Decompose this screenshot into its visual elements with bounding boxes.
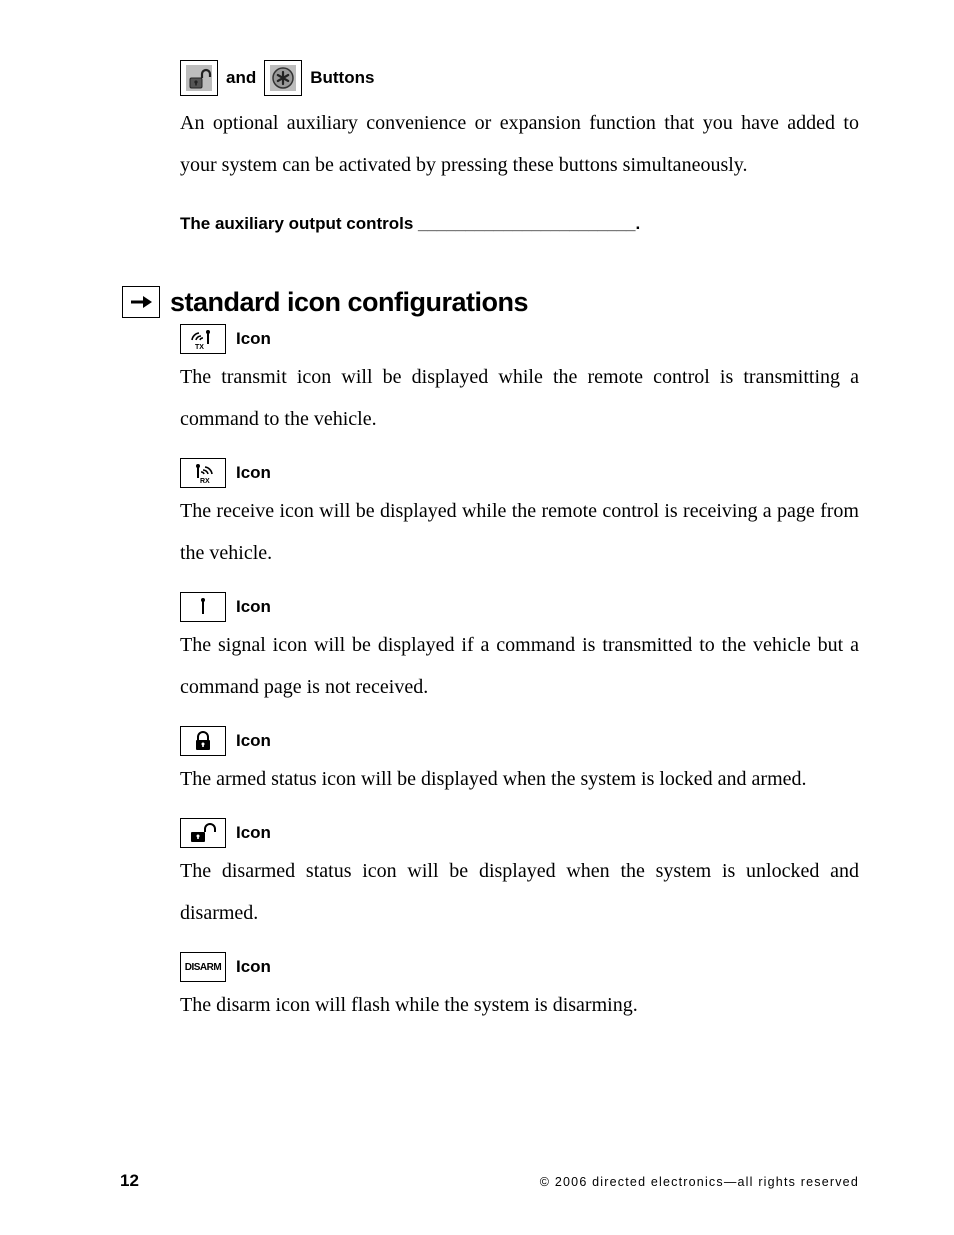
- icon-label: Icon: [236, 957, 271, 977]
- icon-label: Icon: [236, 463, 271, 483]
- disarm-text-label: DISARM: [185, 962, 221, 973]
- transmit-icon: TX: [180, 324, 226, 354]
- svg-text:RX: RX: [200, 478, 210, 485]
- copyright-text: © 2006 directed electronics—all rights r…: [540, 1175, 859, 1189]
- icon-row-disarm: DISARM Icon: [180, 952, 859, 982]
- buttons-label: Buttons: [310, 68, 374, 88]
- icon-row-signal: Icon: [180, 592, 859, 622]
- icon-label: Icon: [236, 329, 271, 349]
- armed-lock-icon: [180, 726, 226, 756]
- icon-label: Icon: [236, 823, 271, 843]
- buttons-header-row: and Buttons: [180, 60, 859, 96]
- receive-icon: RX: [180, 458, 226, 488]
- disarm-text-icon: DISARM: [180, 952, 226, 982]
- buttons-paragraph: An optional auxiliary convenience or exp…: [180, 102, 859, 186]
- disarm-paragraph: The disarm icon will flash while the sys…: [180, 984, 859, 1026]
- signal-paragraph: The signal icon will be displayed if a c…: [180, 624, 859, 708]
- icon-label: Icon: [236, 731, 271, 751]
- disarmed-paragraph: The disarmed status icon will be display…: [180, 850, 859, 934]
- icon-label: Icon: [236, 597, 271, 617]
- armed-paragraph: The armed status icon will be displayed …: [180, 758, 859, 800]
- disarmed-unlock-icon: [180, 818, 226, 848]
- aux-output-line: The auxiliary output controls __________…: [180, 214, 859, 234]
- page-footer: 12 © 2006 directed electronics—all right…: [120, 1171, 859, 1191]
- page-number: 12: [120, 1171, 139, 1191]
- unlock-button-icon: [180, 60, 218, 96]
- icon-row-receive: RX Icon: [180, 458, 859, 488]
- arrow-right-icon: [122, 286, 160, 318]
- section-heading: standard icon configurations: [170, 287, 528, 318]
- receive-paragraph: The receive icon will be displayed while…: [180, 490, 859, 574]
- svg-text:TX: TX: [195, 344, 204, 351]
- icon-row-transmit: TX Icon: [180, 324, 859, 354]
- signal-icon: [180, 592, 226, 622]
- transmit-paragraph: The transmit icon will be displayed whil…: [180, 356, 859, 440]
- asterisk-button-icon: [264, 60, 302, 96]
- icon-row-armed: Icon: [180, 726, 859, 756]
- icon-row-disarmed: Icon: [180, 818, 859, 848]
- and-text: and: [226, 68, 256, 88]
- section-heading-row: standard icon configurations: [122, 286, 859, 318]
